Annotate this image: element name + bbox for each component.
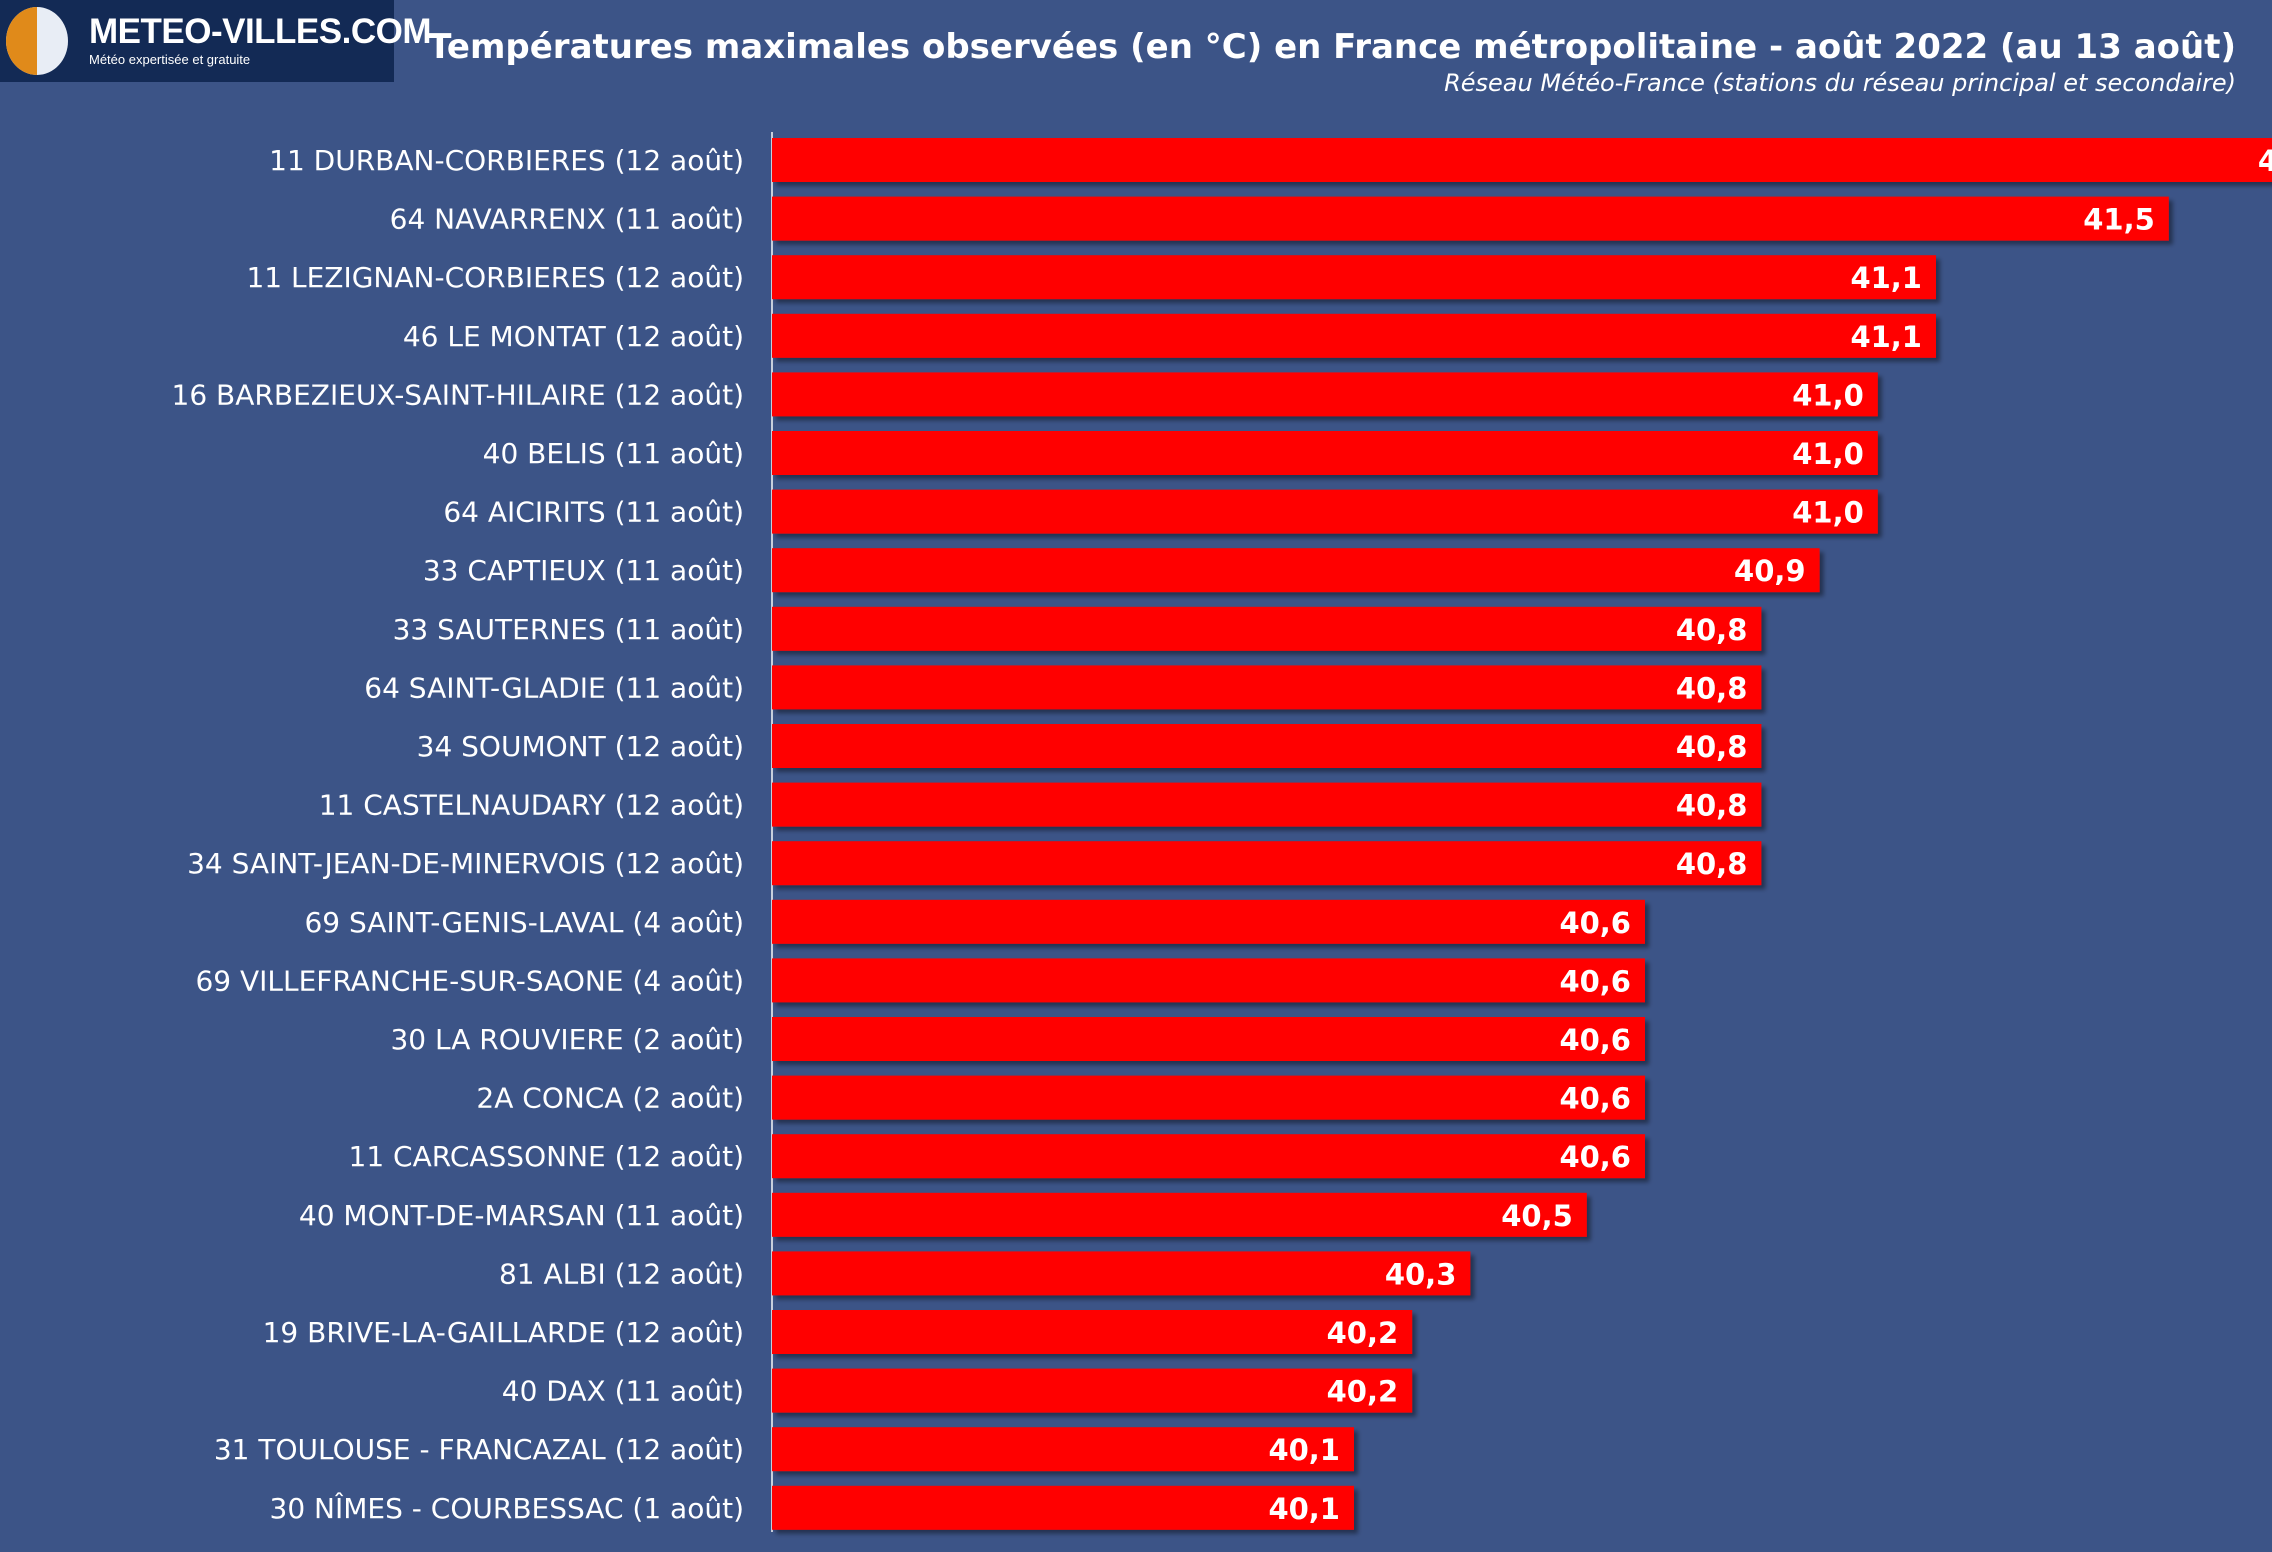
category-label: 34 SOUMONT (12 août) — [417, 730, 744, 763]
category-label: 33 CAPTIEUX (11 août) — [423, 554, 744, 587]
category-label: 33 SAUTERNES (11 août) — [393, 613, 744, 646]
data-label: 40,2 — [1327, 1375, 1399, 1409]
category-label: 30 LA ROUVIERE (2 août) — [390, 1023, 744, 1056]
data-label: 41,0 — [1792, 437, 1864, 471]
data-label: 41,1 — [1850, 261, 1922, 295]
category-label: 64 AICIRITS (11 août) — [443, 496, 744, 529]
category-label: 30 NÎMES - COURBESSAC (1 août) — [270, 1491, 744, 1525]
bar — [772, 782, 1762, 827]
data-label: 40,3 — [1385, 1257, 1457, 1291]
category-label: 11 CASTELNAUDARY (12 août) — [319, 789, 744, 822]
bar — [772, 958, 1645, 1003]
data-label: 41,8 — [2258, 144, 2272, 178]
category-label: 11 LEZIGNAN-CORBIERES (12 août) — [246, 261, 744, 294]
category-label: 11 CARCASSONNE (12 août) — [349, 1140, 744, 1173]
data-label: 40,8 — [1676, 671, 1748, 705]
data-label: 40,8 — [1676, 789, 1748, 823]
bar — [772, 899, 1645, 944]
chart-title: Températures maximales observées (en °C)… — [428, 27, 2236, 67]
bar — [772, 1427, 1354, 1472]
category-label: 40 DAX (11 août) — [502, 1375, 744, 1408]
data-label: 40,6 — [1559, 964, 1631, 998]
data-label: 40,8 — [1676, 730, 1748, 764]
data-label: 40,6 — [1559, 1023, 1631, 1057]
data-label: 40,8 — [1676, 847, 1748, 881]
chart-subtitle: Réseau Météo-France (stations du réseau … — [1444, 69, 2236, 97]
category-label: 64 SAINT-GLADIE (11 août) — [364, 671, 744, 704]
category-label: 2A CONCA (2 août) — [476, 1082, 744, 1115]
bar — [772, 1075, 1645, 1120]
bar — [772, 313, 1936, 358]
data-label: 40,2 — [1327, 1316, 1399, 1350]
bar — [772, 841, 1762, 886]
data-label: 41,0 — [1792, 496, 1864, 530]
bar — [772, 372, 1878, 417]
bar — [772, 431, 1878, 475]
bar — [772, 489, 1878, 534]
category-label: 64 NAVARRENX (11 août) — [390, 203, 744, 236]
bar — [772, 1251, 1471, 1296]
category-label: 81 ALBI (12 août) — [499, 1257, 744, 1290]
bar — [772, 1017, 1645, 1061]
data-label: 40,8 — [1676, 613, 1748, 647]
data-label: 40,6 — [1559, 906, 1631, 940]
data-label: 40,5 — [1501, 1199, 1573, 1233]
category-label: 46 LE MONTAT (12 août) — [403, 320, 744, 353]
bar — [772, 606, 1762, 651]
bar — [772, 1134, 1645, 1179]
bar — [772, 548, 1820, 593]
data-label: 40,6 — [1559, 1140, 1631, 1174]
category-label: 19 BRIVE-LA-GAILLARDE (12 août) — [263, 1316, 744, 1349]
logo-mark-icon — [6, 7, 68, 75]
bar — [772, 1192, 1587, 1237]
data-label: 40,1 — [1268, 1492, 1340, 1526]
bar — [772, 724, 1762, 768]
data-label: 41,1 — [1850, 320, 1922, 354]
category-label: 69 SAINT-GENIS-LAVAL (4 août) — [304, 906, 744, 939]
category-label: 34 SAINT-JEAN-DE-MINERVOIS (12 août) — [187, 847, 744, 880]
bar — [772, 138, 2272, 182]
category-label: 40 BELIS (11 août) — [483, 437, 744, 470]
bar — [772, 255, 1936, 300]
category-label: 40 MONT-DE-MARSAN (11 août) — [299, 1199, 744, 1232]
data-label: 41,0 — [1792, 378, 1864, 412]
category-label: 11 DURBAN-CORBIERES (12 août) — [269, 144, 744, 177]
data-label: 40,1 — [1268, 1433, 1340, 1467]
data-label: 40,9 — [1734, 554, 1806, 588]
logo: METEO-VILLES.COM Météo expertisée et gra… — [0, 0, 432, 82]
category-label: 31 TOULOUSE - FRANCAZAL (12 août) — [214, 1433, 744, 1466]
bar — [772, 1368, 1413, 1413]
bar — [772, 665, 1762, 710]
category-label: 16 BARBEZIEUX-SAINT-HILAIRE (12 août) — [172, 378, 744, 411]
bar — [772, 1310, 1413, 1354]
data-label: 41,5 — [2083, 203, 2155, 237]
bar — [772, 196, 2169, 241]
logo-tagline: Météo expertisée et gratuite — [89, 52, 251, 67]
data-label: 40,6 — [1559, 1082, 1631, 1116]
bar — [772, 1485, 1354, 1530]
category-label: 69 VILLEFRANCHE-SUR-SAONE (4 août) — [195, 964, 744, 997]
logo-name: METEO-VILLES.COM — [89, 12, 432, 51]
